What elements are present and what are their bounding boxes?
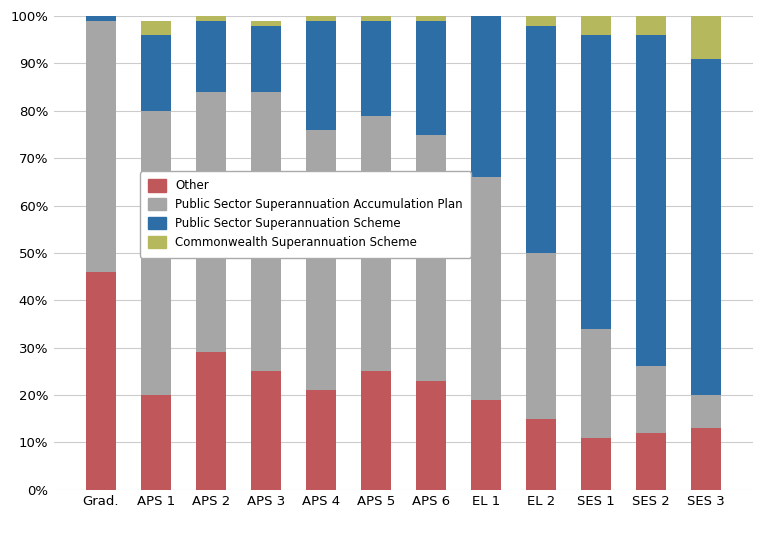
Bar — [636, 366, 666, 433]
Bar — [306, 390, 336, 490]
Bar — [141, 21, 170, 35]
Bar — [360, 116, 391, 371]
Bar — [141, 395, 170, 490]
Bar — [471, 400, 501, 490]
Bar — [415, 16, 446, 21]
Bar — [306, 16, 336, 21]
Bar — [306, 130, 336, 390]
Bar — [85, 272, 116, 490]
Bar — [360, 21, 391, 116]
Bar — [250, 371, 281, 490]
Bar — [85, 16, 116, 21]
Bar — [196, 92, 226, 352]
Bar — [471, 0, 501, 177]
Bar — [360, 371, 391, 490]
Bar — [581, 35, 611, 329]
Bar — [306, 21, 336, 130]
Bar — [250, 26, 281, 92]
Bar — [690, 428, 721, 490]
Bar — [636, 35, 666, 366]
Legend: Other, Public Sector Superannuation Accumulation Plan, Public Sector Superannuat: Other, Public Sector Superannuation Accu… — [140, 171, 472, 258]
Bar — [250, 21, 281, 26]
Bar — [690, 16, 721, 59]
Bar — [360, 16, 391, 21]
Bar — [415, 21, 446, 134]
Bar — [471, 177, 501, 400]
Bar — [250, 92, 281, 371]
Bar — [415, 381, 446, 490]
Bar — [196, 352, 226, 490]
Bar — [525, 16, 556, 26]
Bar — [141, 35, 170, 111]
Bar — [636, 433, 666, 490]
Bar — [581, 16, 611, 35]
Bar — [636, 16, 666, 35]
Bar — [581, 437, 611, 490]
Bar — [85, 21, 116, 272]
Bar — [581, 329, 611, 437]
Bar — [196, 16, 226, 21]
Bar — [690, 59, 721, 395]
Bar — [525, 419, 556, 490]
Bar — [525, 253, 556, 419]
Bar — [690, 395, 721, 428]
Bar — [196, 21, 226, 92]
Bar — [415, 134, 446, 381]
Bar — [141, 111, 170, 395]
Bar — [525, 26, 556, 253]
